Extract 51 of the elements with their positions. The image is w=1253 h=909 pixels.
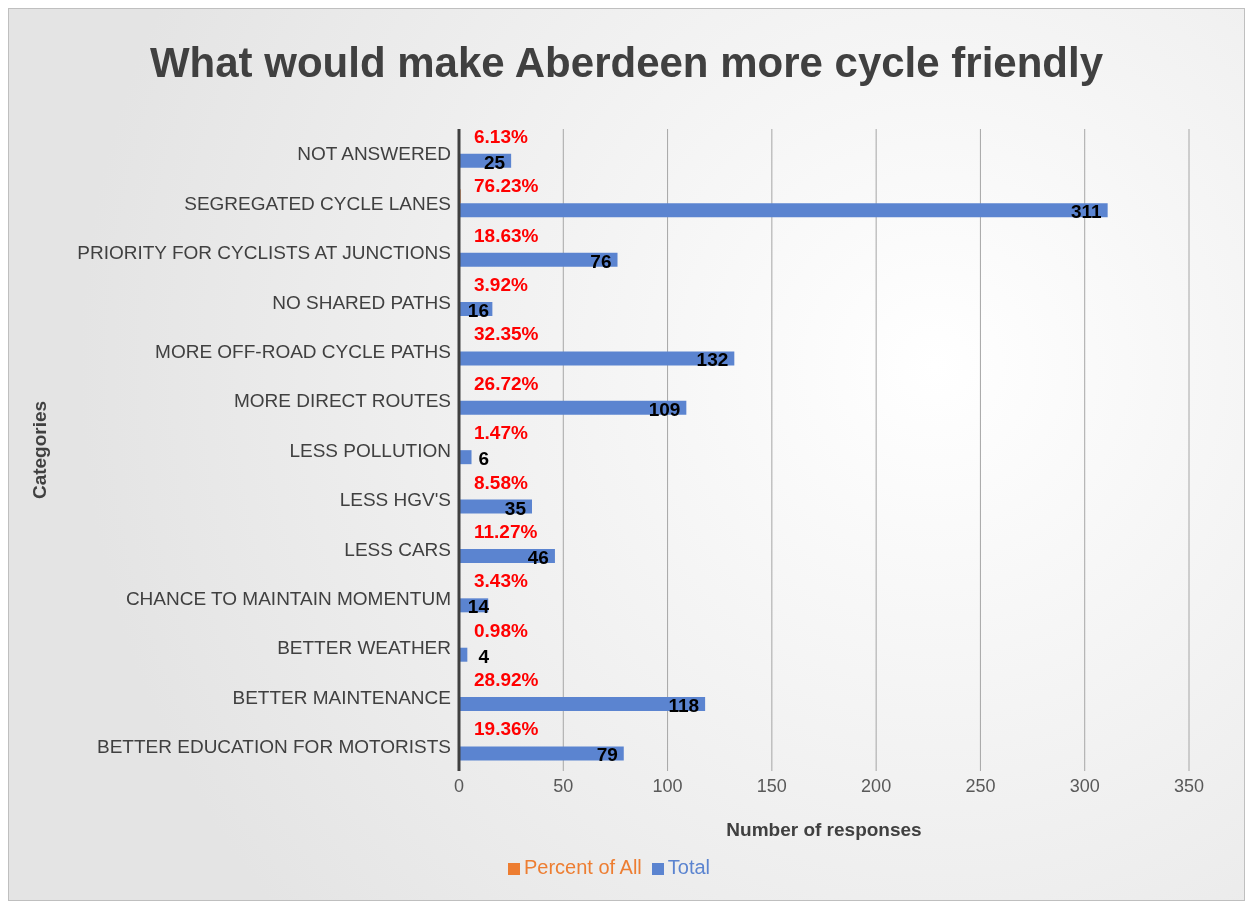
data-label: 79 bbox=[596, 744, 618, 766]
chart-title: What would make Aberdeen more cycle friendly bbox=[148, 38, 1104, 88]
data-label: 76.23% bbox=[474, 175, 539, 197]
y-tick-label: LESS POLLUTION bbox=[289, 439, 451, 461]
y-tick-label: MORE OFF-ROAD CYCLE PATHS bbox=[155, 340, 451, 362]
y-tick-label: SEGREGATED CYCLE LANES bbox=[184, 192, 451, 214]
data-label: 118 bbox=[668, 695, 700, 717]
data-label: 35 bbox=[504, 497, 527, 519]
data-label: 76 bbox=[590, 250, 612, 272]
data-label: 3.92% bbox=[474, 274, 528, 296]
x-tick-label: 0 bbox=[453, 775, 465, 796]
data-label: 19.36% bbox=[474, 718, 539, 740]
data-label: 6 bbox=[478, 448, 489, 470]
data-label: 28.92% bbox=[474, 669, 539, 691]
x-tick-label: 350 bbox=[1173, 775, 1205, 796]
data-label: 8.58% bbox=[474, 471, 528, 493]
x-tick-label: 100 bbox=[652, 775, 683, 796]
data-label: 311 bbox=[1071, 201, 1103, 223]
data-label: 0.98% bbox=[474, 619, 528, 641]
y-tick-label: BETTER MAINTENANCE bbox=[232, 686, 451, 708]
y-tick-label: BETTER WEATHER bbox=[277, 637, 451, 659]
y-tick-label: LESS HGV'S bbox=[339, 489, 451, 511]
data-label: 4 bbox=[478, 645, 490, 667]
y-tick-label: BETTER EDUCATION FOR MOTORISTS bbox=[97, 736, 451, 758]
data-label: 11.27% bbox=[474, 520, 538, 542]
y-axis-title: Categories bbox=[28, 400, 50, 500]
x-tick-label: 300 bbox=[1069, 775, 1100, 796]
y-tick-label: NO SHARED PATHS bbox=[272, 291, 451, 313]
data-label: 32.35% bbox=[474, 323, 539, 345]
y-tick-label: NOT ANSWERED bbox=[297, 143, 451, 165]
x-tick-label: 150 bbox=[756, 775, 787, 796]
legend-label: Total bbox=[667, 856, 711, 878]
x-tick-label: 200 bbox=[861, 775, 892, 796]
data-label: 16 bbox=[467, 300, 489, 322]
data-label: 26.72% bbox=[474, 372, 539, 394]
data-label: 109 bbox=[648, 398, 681, 420]
y-tick-label: MORE DIRECT ROUTES bbox=[233, 390, 451, 412]
data-label: 25 bbox=[484, 151, 506, 173]
data-label: 3.43% bbox=[474, 570, 528, 592]
x-tick-label: 250 bbox=[965, 775, 996, 796]
data-label: 6.13% bbox=[474, 125, 528, 147]
y-tick-label: LESS CARS bbox=[344, 538, 451, 560]
legend-label: Percent of All bbox=[523, 856, 642, 878]
data-label: 46 bbox=[527, 546, 549, 568]
x-tick-label: 50 bbox=[553, 775, 574, 796]
y-tick-label: CHANCE TO MAINTAIN MOMENTUM bbox=[125, 587, 451, 609]
y-tick-label: PRIORITY FOR CYCLISTS AT JUNCTIONS bbox=[77, 242, 451, 264]
data-label: 1.47% bbox=[474, 422, 528, 444]
data-label: 18.63% bbox=[474, 224, 539, 246]
data-label: 132 bbox=[696, 349, 729, 371]
x-axis-title: Number of responses bbox=[726, 819, 922, 840]
